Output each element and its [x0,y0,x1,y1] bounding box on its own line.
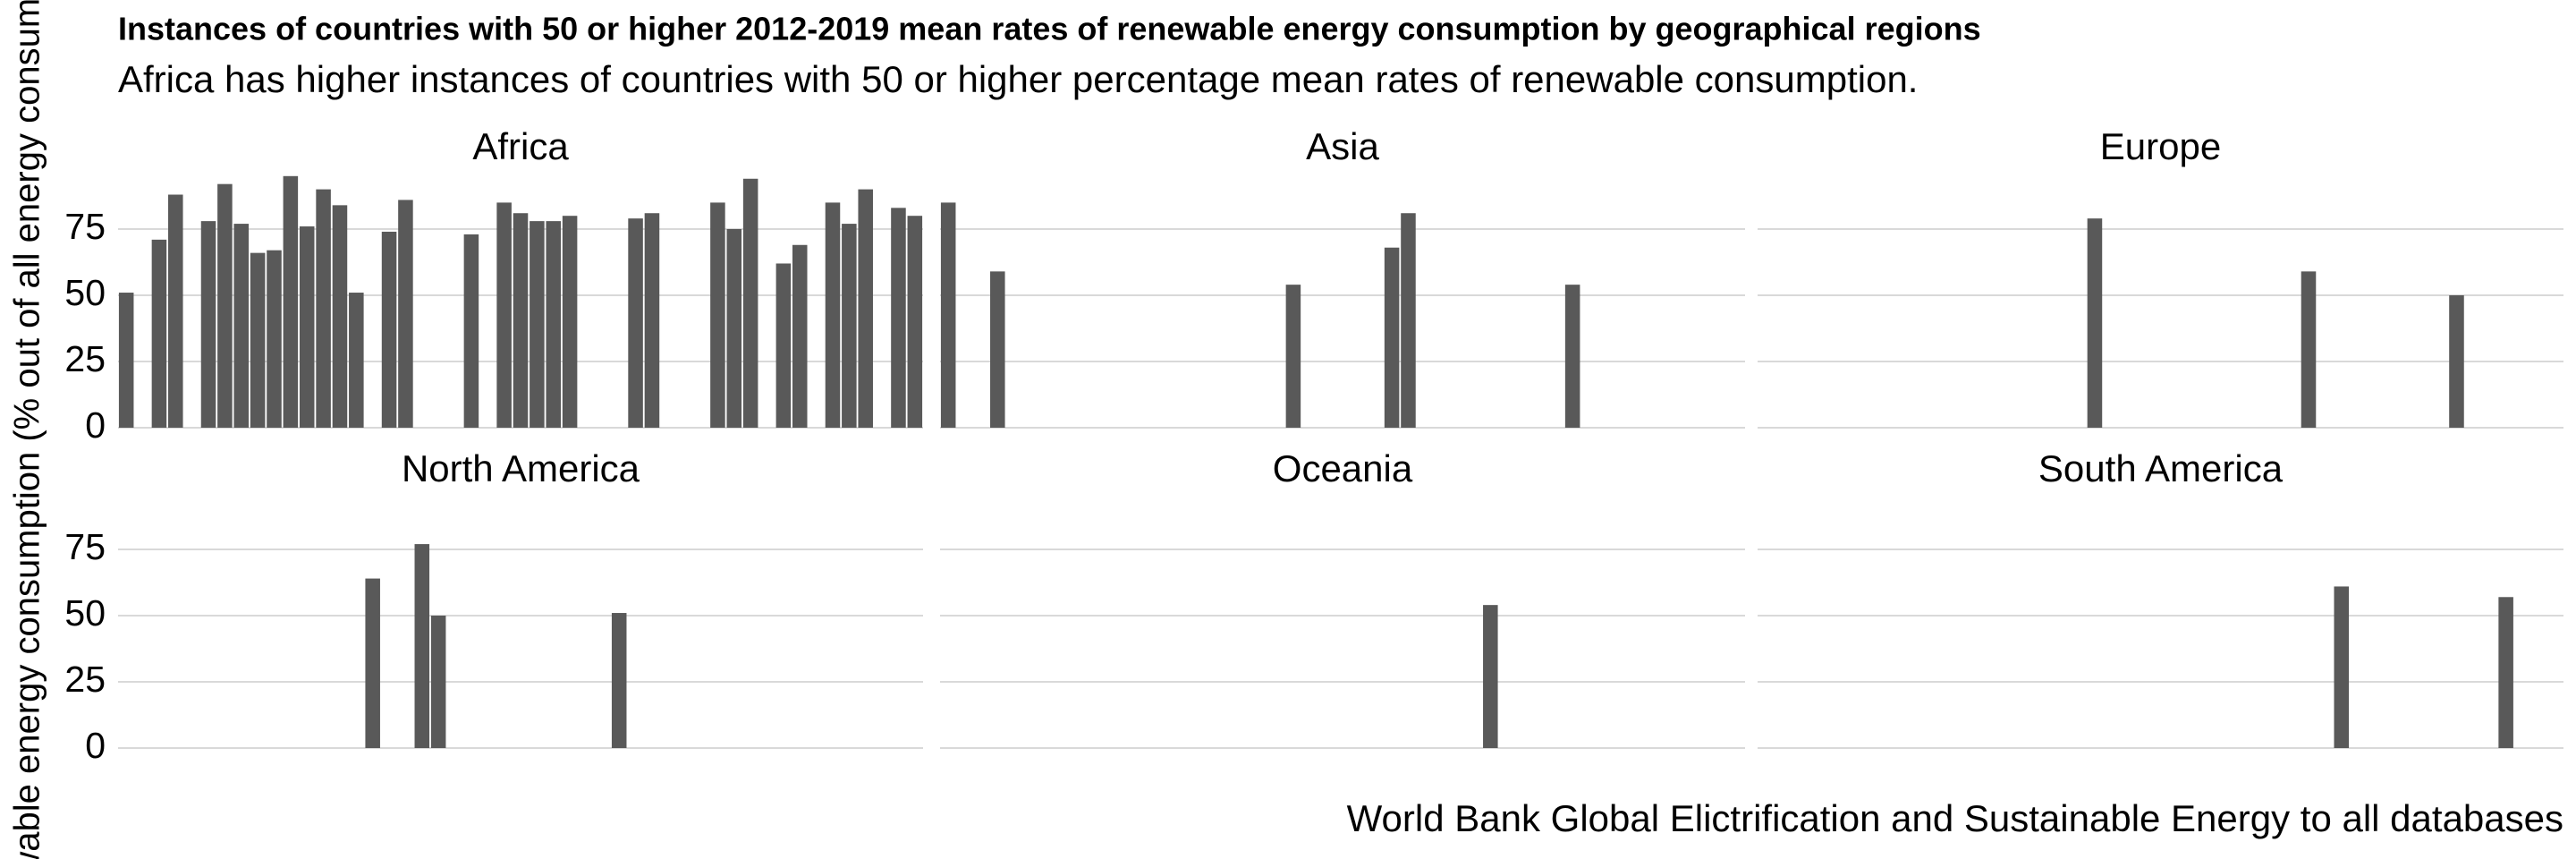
bar [299,226,315,428]
bar [742,178,758,428]
bar [907,216,923,428]
bar [628,218,643,428]
bar [562,216,578,428]
bar [430,616,446,748]
bar [2449,295,2464,428]
bar [283,175,299,429]
bar [200,221,216,428]
bar [513,213,529,428]
caption: World Bank Global Elictrification and Su… [1347,797,2563,839]
bar [611,613,627,748]
bar [2334,586,2350,748]
y-tick-label: 75 [64,206,106,247]
bar [858,189,873,428]
bar [2498,597,2513,748]
chart-subtitle: Africa has higher instances of countries… [118,58,1918,100]
bar [644,213,660,428]
y-tick-label: 0 [85,725,106,766]
y-tick-label: 25 [64,338,106,379]
bar [825,202,841,428]
bar [726,229,742,428]
bar [1564,285,1580,428]
bar [217,183,233,428]
bar [349,293,364,428]
bar [2087,218,2103,428]
bar [775,263,792,428]
bar [1285,285,1301,428]
y-tick-label: 50 [64,272,106,313]
bar [233,224,250,428]
bar [463,234,479,428]
bar [1384,247,1400,428]
bar [118,293,134,428]
bar [267,250,282,428]
bar [1401,213,1416,428]
bar [792,244,808,428]
bar [2301,271,2317,428]
chart-title: Instances of countries with 50 or higher… [118,11,1981,47]
y-tick-label: 0 [85,404,106,446]
panel-title: South America [2038,447,2284,489]
y-tick-label: 25 [64,659,106,700]
bar [398,200,413,428]
bar [250,252,266,428]
bar [940,202,956,428]
bar [530,221,545,428]
bar [1483,605,1498,748]
bar [546,221,561,428]
bar [381,231,397,428]
bar [990,271,1005,428]
bar [168,194,183,428]
bar [316,189,331,428]
bar [842,224,857,428]
bar [891,208,906,428]
bar [151,239,167,428]
bar [496,202,512,428]
y-axis-label: Renewable energy consumption (% out of a… [8,0,47,859]
panel-title: Asia [1306,125,1379,167]
bar [710,202,725,428]
bar [414,544,430,748]
panel-title: Europe [2100,125,2221,167]
bar [365,578,380,748]
y-tick-label: 75 [64,526,106,567]
bar [332,205,348,428]
panel-title: Africa [472,125,569,167]
y-tick-label: 50 [64,592,106,634]
panel-title: North America [402,447,640,489]
panel-title: Oceania [1273,447,1413,489]
